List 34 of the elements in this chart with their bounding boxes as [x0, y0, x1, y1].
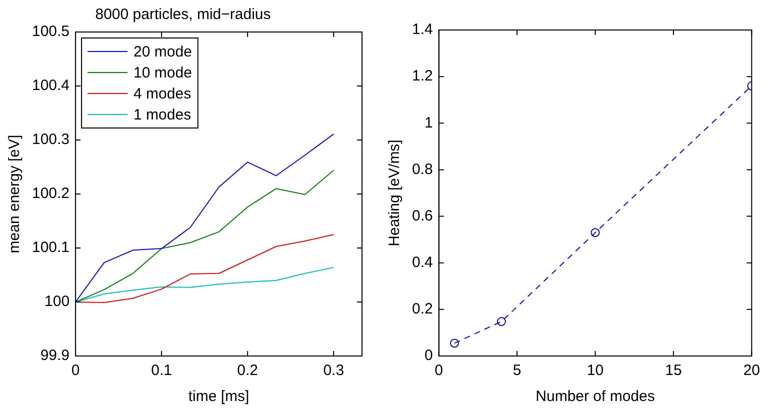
y-axis-title: Heating [eV/ms] — [386, 140, 404, 246]
y-tick-label: 0 — [424, 347, 433, 364]
point — [496, 317, 506, 326]
x-tick-label: 0.1 — [151, 362, 172, 380]
chart-title: 8000 particles, mid−radius — [95, 6, 271, 24]
legend-label: 20 mode — [134, 44, 192, 61]
y-tick-label: 99.9 — [40, 347, 70, 364]
y-tick-label: 100.5 — [32, 23, 70, 40]
point — [590, 228, 600, 238]
y-axis-title: mean energy [eV] — [6, 134, 24, 254]
y-tick-label: 0.4 — [412, 254, 433, 271]
y-tick-label: 100 — [44, 293, 70, 310]
x-axis-title: Number of modes — [536, 388, 655, 406]
y-tick-label: 0.6 — [412, 207, 433, 224]
legend-label: 10 mode — [134, 64, 192, 82]
y-tick-label: 100.1 — [32, 239, 70, 256]
x-tick-label: 20 — [743, 362, 760, 380]
x-tick-label: 0.2 — [237, 362, 258, 380]
y-tick-label: 100.4 — [32, 77, 70, 94]
y-tick-label: 100.3 — [32, 131, 70, 148]
x-tick-label: 5 — [512, 362, 522, 380]
y-tick-label: 1.2 — [412, 68, 433, 85]
legend-label: 1 modes — [134, 106, 192, 124]
y-tick-label: 0.2 — [412, 300, 433, 318]
y-tick-label: 0.8 — [412, 160, 433, 178]
y-tick-label: 100.2 — [32, 185, 70, 202]
x-axis-title: time [ms] — [188, 388, 250, 406]
y-tick-label: 1 — [424, 114, 433, 132]
x-tick-label: 10 — [586, 362, 604, 380]
point — [450, 338, 459, 348]
legend-label: 4 modes — [134, 86, 192, 103]
x-tick-label: 0.3 — [323, 362, 344, 380]
x-tick-label: 15 — [665, 362, 682, 380]
y-tick-label: 1.4 — [412, 21, 433, 38]
